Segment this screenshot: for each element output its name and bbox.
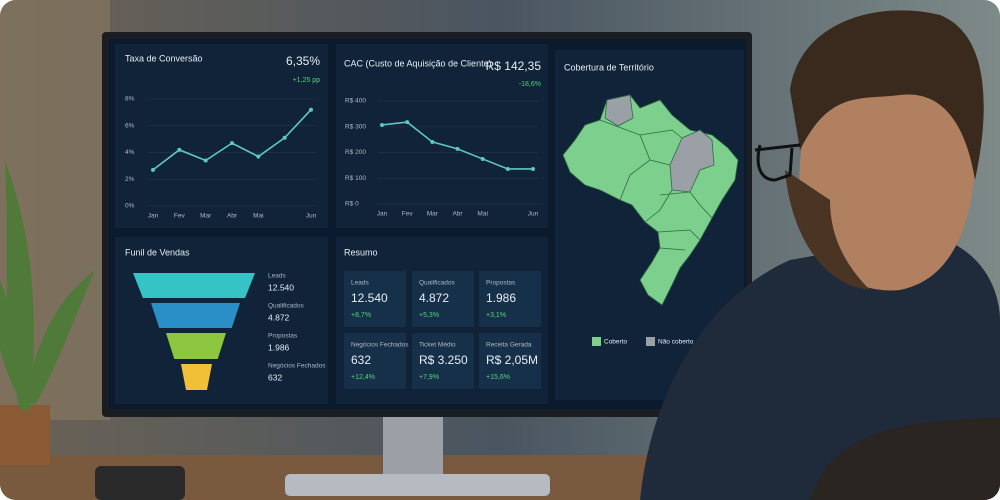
card-value: R$ 2,05M — [486, 353, 538, 367]
card-label: Propostas — [486, 280, 516, 287]
y-tick-label: R$ 0 — [345, 201, 359, 208]
stage-value: 632 — [268, 372, 282, 382]
point — [177, 147, 182, 152]
card-change: +12,4% — [351, 374, 375, 381]
funnel-stage — [133, 273, 255, 298]
x-tick-label: Fev — [174, 213, 186, 220]
card-label: Qualificados — [419, 280, 456, 287]
card-value: R$ 3.250 — [419, 353, 468, 367]
point — [405, 120, 410, 125]
point — [282, 135, 287, 140]
stage-value: 12.540 — [268, 282, 294, 292]
card-change: +7,9% — [419, 374, 439, 381]
card-label: Leads — [351, 280, 369, 287]
card-change: +15,6% — [486, 374, 510, 381]
point — [256, 154, 261, 159]
summary-card — [412, 271, 474, 327]
x-tick-label: Mai — [253, 213, 263, 220]
point — [380, 122, 384, 127]
card-label: Ticket Médio — [419, 342, 456, 349]
card-change: +8,7% — [351, 312, 371, 319]
point — [203, 158, 208, 163]
panel — [115, 44, 328, 228]
legend-label: Coberto — [604, 339, 628, 346]
summary-card — [344, 271, 406, 327]
funnel-stage — [151, 303, 240, 328]
point — [430, 139, 435, 144]
stage-value: 4.872 — [268, 312, 290, 322]
kpi-change: -18,6% — [519, 81, 541, 88]
monitor-base — [285, 474, 550, 496]
y-tick-label: R$ 100 — [345, 175, 366, 182]
stage-label: Propostas — [268, 333, 298, 340]
x-tick-label: Abr — [227, 213, 238, 220]
panel-title: Cobertura de Território — [564, 62, 654, 72]
mug — [95, 466, 185, 500]
x-tick-label: Jan — [377, 211, 388, 218]
panel-title: Resumo — [344, 247, 378, 257]
x-tick-label: Mai — [477, 211, 487, 218]
panel-title: CAC (Custo de Aquisição de Cliente) — [344, 58, 492, 68]
card-value: 632 — [351, 353, 371, 367]
kpi-value: 6,35% — [286, 54, 320, 68]
summary-card — [479, 333, 541, 389]
point — [531, 166, 535, 171]
funnel-stage — [166, 333, 226, 359]
point — [455, 146, 460, 151]
panel-title: Funil de Vendas — [125, 247, 190, 257]
stage-label: Qualificados — [268, 303, 305, 310]
y-tick-label: 8% — [125, 96, 135, 103]
funnel-stage — [181, 364, 212, 390]
card-value: 1.986 — [486, 291, 516, 305]
point — [151, 167, 155, 172]
card-label: Receita Gerada — [486, 342, 532, 349]
panel-title: Taxa de Conversão — [125, 53, 203, 63]
y-tick-label: 0% — [125, 203, 135, 210]
stage-label: Leads — [268, 273, 286, 280]
point — [505, 166, 510, 171]
card-label: Negócios Fechados — [351, 342, 409, 349]
kpi-change: +1,25 pp — [293, 77, 321, 84]
x-tick-label: Abr — [452, 211, 463, 218]
x-tick-label: Mar — [200, 213, 212, 220]
y-tick-label: 2% — [125, 176, 135, 183]
summary-card — [344, 333, 406, 389]
point — [480, 156, 485, 161]
x-tick-label: Mar — [427, 211, 439, 218]
panel — [336, 44, 548, 228]
x-tick-label: Jun — [528, 211, 539, 218]
legend-swatch — [646, 337, 655, 346]
x-tick-label: Jun — [306, 213, 317, 220]
y-tick-label: 4% — [125, 149, 135, 156]
legend-swatch — [592, 337, 601, 346]
point — [230, 141, 234, 146]
card-change: +3,1% — [486, 312, 506, 319]
y-tick-label: R$ 300 — [345, 123, 366, 130]
kpi-value: R$ 142,35 — [486, 59, 542, 73]
plant — [0, 160, 95, 465]
card-change: +5,3% — [419, 312, 439, 319]
brazil-map — [562, 94, 739, 306]
summary-card — [479, 271, 541, 327]
x-tick-label: Fev — [402, 211, 414, 218]
y-tick-label: 6% — [125, 122, 135, 129]
legend-label: Não coberto — [658, 339, 694, 346]
person — [640, 10, 1000, 500]
monitor-stand — [383, 410, 443, 480]
summary-card — [412, 333, 474, 389]
y-tick-label: R$ 400 — [345, 98, 366, 105]
card-value: 4.872 — [419, 291, 449, 305]
stage-label: Negócios Fechados — [268, 363, 326, 370]
y-tick-label: R$ 200 — [345, 149, 366, 156]
card-value: 12.540 — [351, 291, 388, 305]
x-tick-label: Jan — [148, 213, 159, 220]
point — [309, 107, 313, 112]
stage-value: 1.986 — [268, 342, 290, 352]
